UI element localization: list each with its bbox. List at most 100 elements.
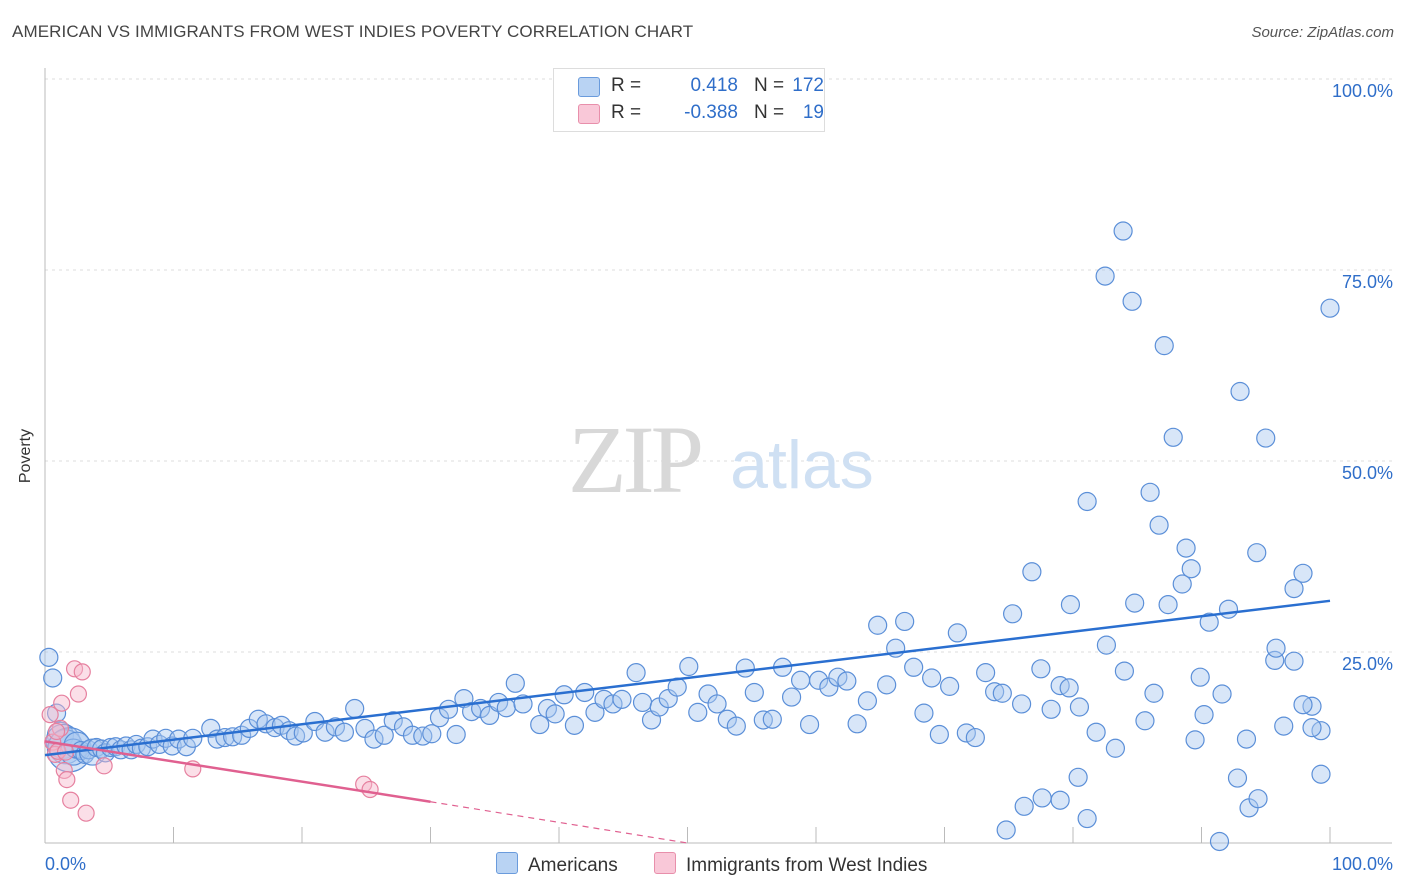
bottom-legend-immigrants: Immigrants from West Indies — [654, 852, 927, 877]
americans-point — [996, 820, 1016, 840]
americans-point — [726, 716, 746, 736]
americans-point — [1209, 831, 1230, 852]
americans-point — [46, 703, 67, 723]
americans-trend-line — [44, 599, 1331, 757]
americans-point — [1031, 659, 1051, 679]
americans-point — [201, 718, 221, 739]
americans-point — [1185, 730, 1205, 750]
y-tick-label: 25.0% — [1342, 654, 1393, 674]
immigrants-point — [77, 804, 95, 822]
americans-point — [585, 702, 605, 722]
americans-point — [940, 676, 960, 696]
y-tick-label: 50.0% — [1342, 463, 1393, 483]
immigrants-point — [73, 663, 91, 681]
americans-point — [364, 729, 384, 749]
americans-point — [1068, 767, 1088, 787]
americans-point — [1050, 790, 1070, 810]
americans-point — [1086, 722, 1106, 742]
bottom-legend-americans: Americans — [496, 852, 618, 877]
americans-point — [1077, 491, 1097, 512]
y-tick-label: 75.0% — [1342, 272, 1393, 292]
americans-swatch — [578, 77, 600, 97]
chart-source: Source: ZipAtlas.com — [1251, 24, 1394, 41]
americans-point — [1172, 574, 1192, 594]
americans-legend-label: Americans — [528, 855, 618, 876]
americans-point — [285, 726, 306, 746]
americans-point — [383, 711, 403, 731]
americans-point — [914, 703, 934, 723]
americans-point — [1293, 563, 1313, 583]
americans-point — [1199, 612, 1219, 632]
immigrants-trend-line — [44, 740, 431, 803]
americans-point — [438, 699, 459, 719]
americans-point — [1149, 515, 1169, 535]
americans-point — [895, 611, 915, 632]
tick-labels: 100.0% 75.0% 50.0% 25.0% 0.0% 100.0% — [45, 81, 1393, 874]
americans-point — [1041, 699, 1061, 719]
americans-point — [1122, 291, 1142, 311]
americans-point — [1113, 221, 1133, 241]
americans-point — [1114, 661, 1135, 681]
americans-point — [1135, 711, 1155, 731]
americans-point — [1218, 599, 1239, 619]
trend-lines — [44, 599, 1331, 844]
americans-point — [1096, 635, 1117, 655]
americans-point — [1284, 651, 1304, 671]
americans-point — [857, 691, 878, 711]
y-tick-label: 100.0% — [1332, 81, 1393, 101]
americans-point — [545, 704, 565, 724]
americans-point — [688, 702, 708, 722]
americans-point — [446, 724, 466, 745]
americans-point — [799, 714, 820, 735]
americans-point — [1247, 543, 1267, 563]
axes — [44, 68, 1392, 844]
americans-points — [39, 221, 1340, 852]
americans-point — [877, 675, 897, 695]
americans-point — [480, 705, 500, 726]
legend-n-label: N = — [754, 75, 785, 96]
americans-point — [929, 724, 949, 745]
americans-point — [762, 709, 782, 729]
americans-point — [1011, 694, 1032, 714]
americans-point — [992, 683, 1012, 703]
watermark-zip: ZIP — [568, 406, 701, 513]
americans-point — [334, 722, 355, 742]
immigrants-point — [69, 685, 88, 703]
immigrants-point — [58, 770, 76, 789]
americans-point — [1158, 595, 1178, 615]
immigrants-point — [361, 780, 379, 799]
americans-point — [1227, 768, 1248, 788]
americans-point — [1077, 808, 1097, 829]
americans-point — [781, 687, 802, 707]
americans-point — [530, 714, 550, 735]
americans-point — [956, 723, 976, 743]
americans-point — [612, 689, 632, 709]
americans-point — [985, 682, 1005, 702]
legend-r-label: R = — [611, 102, 642, 123]
legend-n-value: 172 — [792, 75, 824, 96]
americans-point — [837, 671, 857, 691]
americans-point — [345, 698, 365, 719]
americans-point — [43, 668, 63, 688]
americans-point — [1236, 729, 1257, 749]
americans-point — [1194, 705, 1214, 725]
americans-point — [1302, 718, 1322, 738]
immigrants-swatch — [578, 104, 600, 124]
americans-point — [1069, 697, 1090, 717]
americans-point — [1181, 559, 1201, 579]
americans-point — [1284, 578, 1304, 599]
americans-point — [632, 692, 653, 713]
americans-point — [904, 657, 924, 677]
americans-point — [965, 727, 985, 748]
americans-point — [1095, 266, 1115, 286]
americans-point — [374, 725, 394, 745]
americans-point — [976, 663, 996, 683]
americans-point — [39, 647, 59, 667]
americans-point — [1003, 604, 1023, 624]
americans-point — [1060, 595, 1081, 615]
immigrants-legend-swatch — [654, 852, 676, 874]
immigrants-points — [41, 660, 379, 822]
immigrants-point — [62, 791, 80, 809]
americans-point — [1125, 593, 1145, 613]
